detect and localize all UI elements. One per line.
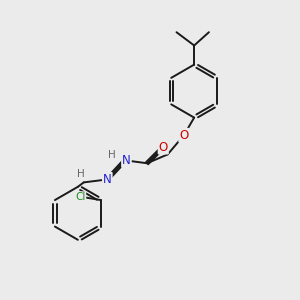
Text: O: O — [159, 141, 168, 154]
Text: H: H — [108, 150, 116, 160]
Text: Cl: Cl — [75, 192, 86, 202]
Text: N: N — [122, 154, 131, 167]
Text: N: N — [103, 173, 112, 186]
Text: O: O — [179, 129, 188, 142]
Text: H: H — [77, 169, 85, 179]
